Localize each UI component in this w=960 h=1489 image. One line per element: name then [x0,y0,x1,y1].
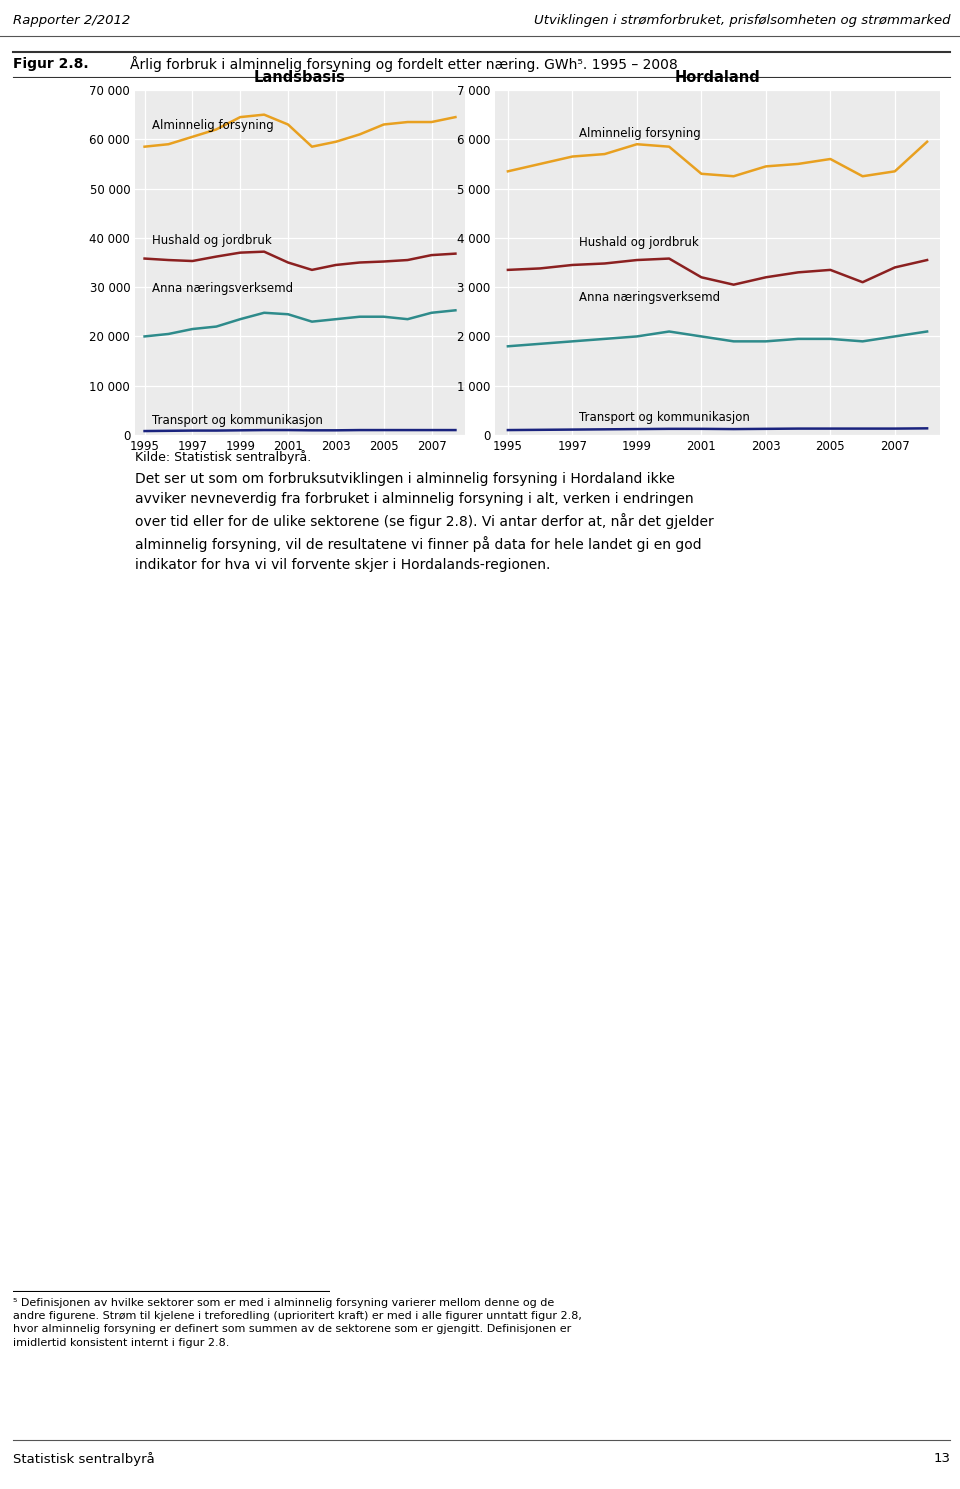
Text: Anna næringsverksemd: Anna næringsverksemd [579,292,720,304]
Title: Landsbasis: Landsbasis [254,70,346,85]
Text: Anna næringsverksemd: Anna næringsverksemd [152,281,293,295]
Text: Hushald og jordbruk: Hushald og jordbruk [152,234,272,247]
Text: Kilde: Statistisk sentralbyrå.: Kilde: Statistisk sentralbyrå. [135,450,311,465]
Text: Alminnelig forsyning: Alminnelig forsyning [152,119,274,133]
Text: Årlig forbruk i alminnelig forsyning og fordelt etter næring. GWh⁵. 1995 – 2008: Årlig forbruk i alminnelig forsyning og … [130,57,678,71]
Text: Rapporter 2/2012: Rapporter 2/2012 [13,15,131,27]
Text: Alminnelig forsyning: Alminnelig forsyning [579,127,701,140]
Text: ⁵ Definisjonen av hvilke sektorer som er med i alminnelig forsyning varierer mel: ⁵ Definisjonen av hvilke sektorer som er… [13,1298,583,1348]
Text: Utviklingen i strømforbruket, prisfølsomheten og strømmarked: Utviklingen i strømforbruket, prisfølsom… [534,15,950,27]
Text: Transport og kommunikasjon: Transport og kommunikasjon [579,411,750,424]
Text: Figur 2.8.: Figur 2.8. [13,57,89,71]
Text: Transport og kommunikasjon: Transport og kommunikasjon [152,414,323,427]
Text: Statistisk sentralbyrå: Statistisk sentralbyrå [13,1452,156,1467]
Text: Hushald og jordbruk: Hushald og jordbruk [579,235,699,249]
Text: Det ser ut som om forbruksutviklingen i alminnelig forsyning i Hordaland ikke
av: Det ser ut som om forbruksutviklingen i … [135,472,713,572]
Text: 13: 13 [933,1452,950,1465]
Title: Hordaland: Hordaland [675,70,760,85]
